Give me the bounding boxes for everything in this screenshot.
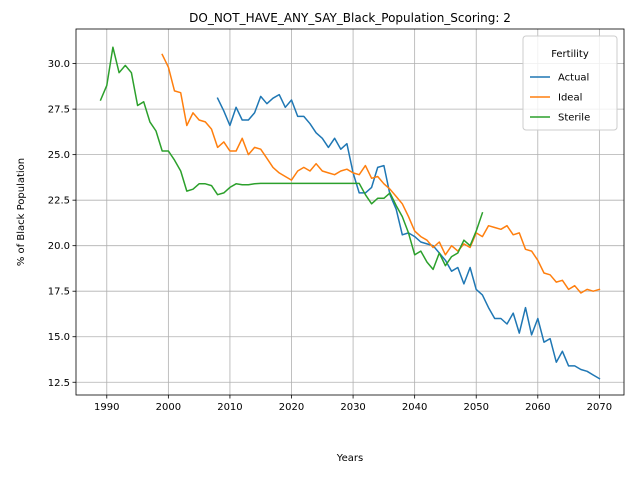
y-tick-label: 17.5 <box>48 287 70 298</box>
legend-entries: Actual Ideal Sterile <box>530 73 590 124</box>
y-tick-label: 20.0 <box>48 241 70 252</box>
x-tick-label: 2020 <box>279 402 304 413</box>
y-axis-label: % of Black Population <box>16 158 27 266</box>
x-tick-label: 2030 <box>340 402 365 413</box>
legend-label-ideal: Ideal <box>558 93 582 104</box>
x-tick-label: 2060 <box>525 402 550 413</box>
x-tick-label: 2000 <box>156 402 181 413</box>
x-tick-label: 2050 <box>463 402 488 413</box>
chart-title: DO_NOT_HAVE_ANY_SAY_Black_Population_Sco… <box>189 11 511 25</box>
plot-frame <box>75 28 625 396</box>
legend-box <box>522 35 618 131</box>
series-layer <box>99 46 601 380</box>
legend: Fertility Actual Ideal Sterile <box>522 35 618 131</box>
series-line-sterile <box>99 46 484 271</box>
y-tick-label: 15.0 <box>48 332 70 343</box>
y-tick-label: 12.5 <box>48 378 70 389</box>
y-tick-label: 30.0 <box>48 59 70 70</box>
x-tick-label: 2070 <box>587 402 612 413</box>
x-tick-label: 1990 <box>94 402 119 413</box>
y-tick-label: 27.5 <box>48 105 70 116</box>
series-line-ideal <box>161 53 601 294</box>
x-tick-label: 2010 <box>217 402 242 413</box>
legend-title: Fertility <box>551 49 589 60</box>
axis-ticks: 1990 2000 2010 2020 2030 2040 2050 2060 2070 12.5… <box>48 59 612 413</box>
y-tick-label: 22.5 <box>48 196 70 207</box>
x-tick-label: 2040 <box>402 402 427 413</box>
y-tick-label: 25.0 <box>48 150 70 161</box>
legend-label-sterile: Sterile <box>558 113 590 124</box>
legend-label-actual: Actual <box>558 73 589 84</box>
x-axis-label: Years <box>336 453 363 464</box>
